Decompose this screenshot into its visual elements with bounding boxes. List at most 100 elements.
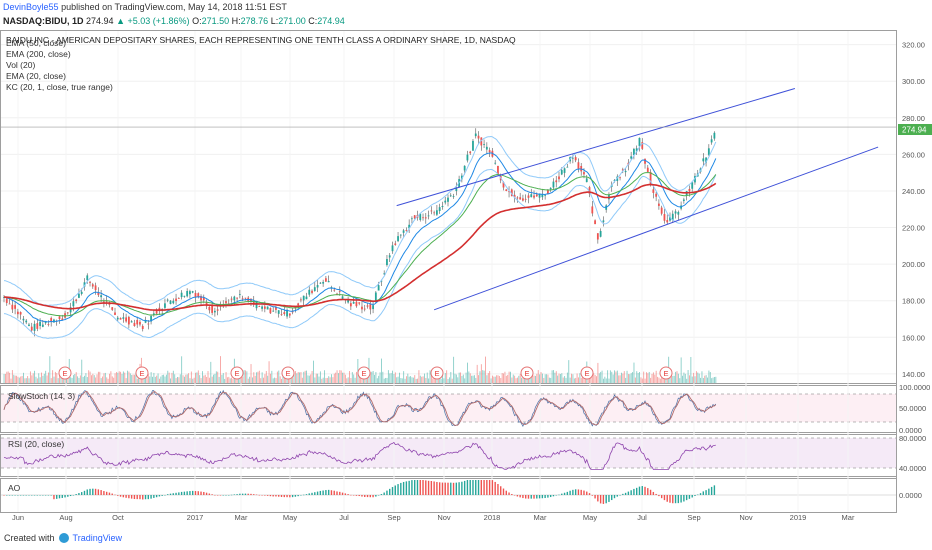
volume-bar [544,374,546,383]
ao-bar [305,494,308,495]
candle-body [555,180,558,183]
volume-bar [168,372,170,383]
candle-body [152,313,155,315]
volume-bar [10,378,12,383]
ao-bar [361,495,363,497]
indicator-kc[interactable]: KC (20, 1, close, true range) [6,82,113,92]
volume-bar [246,371,248,383]
ao-bar [39,495,41,496]
volume-bar [644,378,646,383]
volume-bar [46,375,48,383]
candle-body [16,311,19,315]
candle-body [269,308,272,314]
earnings-marker[interactable] [357,366,371,380]
ao-bar [350,494,352,496]
candle-body [119,318,122,320]
high-value: 278.76 [240,16,269,26]
volume-bar [136,378,138,383]
volume-bar [31,375,33,383]
ao-bar [455,482,458,495]
lower-channel-line[interactable] [433,146,879,311]
volume-bar [490,378,492,383]
earnings-marker[interactable] [659,366,673,380]
earnings-marker[interactable] [135,366,149,380]
volume-bar [84,375,85,383]
volume-bar [643,371,645,383]
earnings-marker-label: E [524,369,529,378]
volume-bar [208,377,210,383]
ao-bar [111,493,113,495]
ao-bar [322,490,324,495]
ao-bar [291,495,294,498]
volume-bar [232,378,234,383]
volume-bar [690,356,692,383]
ao-bar [147,495,149,500]
ao-bar [627,491,630,495]
volume-bar [204,374,206,383]
volume-bar [682,375,683,383]
earnings-marker[interactable] [58,366,72,380]
volume-bar [324,370,326,383]
candle-body [386,259,388,266]
ao-bar [561,493,563,495]
volume-bar [306,370,307,383]
volume-bar [691,376,693,383]
upper-channel-line[interactable] [396,88,796,207]
ao-bar [669,495,671,503]
author-link[interactable]: DevinBoyle55 [3,2,59,12]
close-value: 274.94 [317,16,345,26]
ao-bar [605,495,607,504]
candle-body [646,167,649,172]
candle-body [30,326,33,331]
ao-bar [97,489,100,495]
ao-bar [169,493,172,495]
candle-body [125,317,127,322]
candle-body [19,312,22,315]
ao-bar [463,480,466,495]
ao-bar [172,493,174,495]
ao-bar [611,495,613,501]
earnings-marker[interactable] [230,366,244,380]
ao-bar [508,492,510,495]
ao-bar [303,494,305,496]
earnings-marker[interactable] [430,366,444,380]
price-tick-label: 240.00 [902,187,925,196]
candle-body [508,191,510,193]
ao-bar [397,484,399,495]
symbol-name[interactable]: NASDAQ:BIDU, 1D [3,16,84,26]
volume-bar [619,375,621,383]
candle-body [485,146,488,150]
candle-body [302,295,305,301]
tradingview-link[interactable]: TradingView [72,533,123,543]
ao-bar [530,495,532,499]
earnings-marker[interactable] [520,366,534,380]
ao-bar [708,488,710,495]
ao-bar [119,495,122,497]
ao-bar [375,495,377,497]
ao-bar [42,495,44,496]
indicator-ema20[interactable]: EMA (20, close) [6,71,66,81]
footer: Created with TradingView [4,533,122,543]
indicator-ema200[interactable]: EMA (200, close) [6,49,71,59]
volume-bar [603,378,604,383]
ao-bar [205,492,208,495]
candle-body [352,302,355,304]
indicator-vol[interactable]: Vol (20) [6,60,36,70]
candle-body [172,300,175,304]
ao-bar [461,481,463,495]
volume-bar [310,374,312,383]
candle-body [474,133,477,137]
candle-body [338,291,341,292]
candle-body [447,197,449,202]
indicator-ema50[interactable]: EMA (50, close) [6,38,66,48]
earnings-marker[interactable] [281,366,295,380]
volume-bar [616,370,618,383]
chart-area[interactable]: E E E E E E E E E 320.00 300.00 280.00 260.00 240.00… [0,30,932,530]
volume-bar [458,372,460,383]
price-chart-svg[interactable]: E E E E E E E E E 320.00 300.00 280.00 260.00 240.00… [0,30,932,530]
earnings-marker[interactable] [580,366,594,380]
ao-bar [31,495,33,496]
volume-bar [174,374,176,383]
volume-bar [23,372,24,383]
volume-bar [242,376,244,383]
